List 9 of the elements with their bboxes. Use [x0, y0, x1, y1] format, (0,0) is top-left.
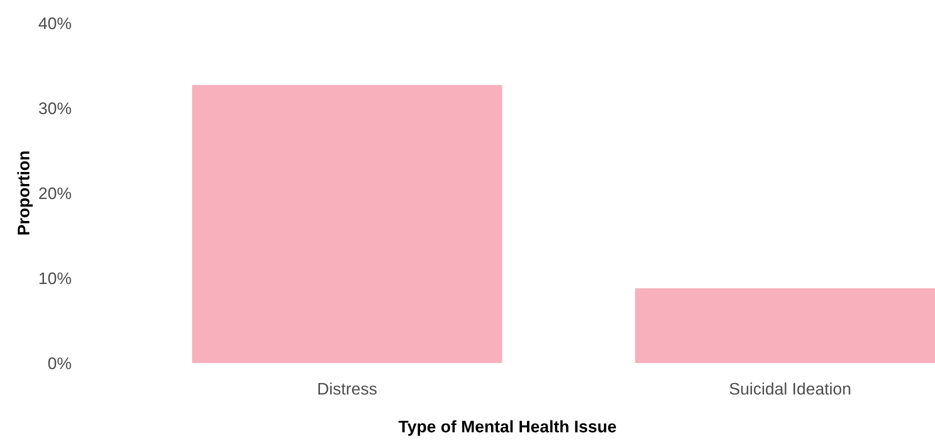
y-tick-label: 40% [38, 17, 72, 30]
y-tick-label: 30% [38, 102, 72, 114]
x-tick-label: Suicidal Ideation [730, 382, 850, 395]
y-tick-label: 0% [48, 357, 72, 370]
x-axis-title: Type of Mental Health Issue [398, 420, 616, 436]
y-tick-label: 10% [40, 272, 72, 284]
y-axis-title: Proportion [17, 151, 33, 234]
y-tick-label: 20% [39, 187, 72, 200]
x-tick-label: Distress [318, 382, 377, 395]
